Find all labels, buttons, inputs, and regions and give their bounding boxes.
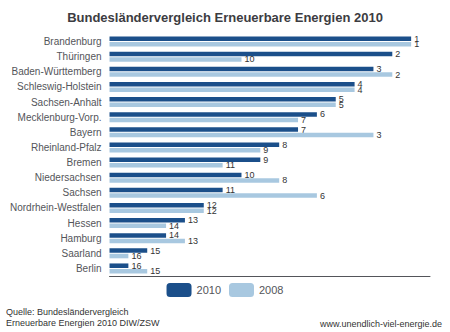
- svg-text:Berlin: Berlin: [76, 263, 102, 274]
- svg-text:Bremen: Bremen: [67, 157, 102, 168]
- svg-text:14: 14: [169, 221, 179, 231]
- svg-text:Thüringen: Thüringen: [56, 51, 101, 62]
- svg-text:14: 14: [169, 230, 180, 241]
- svg-text:Baden-Württemberg: Baden-Württemberg: [11, 66, 101, 77]
- svg-text:Bayern: Bayern: [70, 127, 102, 138]
- svg-text:15: 15: [150, 266, 160, 276]
- svg-text:Hamburg: Hamburg: [60, 233, 101, 244]
- svg-text:2010: 2010: [197, 284, 221, 296]
- svg-text:2: 2: [395, 70, 400, 80]
- svg-text:4: 4: [358, 85, 363, 95]
- svg-text:16: 16: [131, 251, 141, 261]
- svg-text:Nordrhein-Westfalen: Nordrhein-Westfalen: [10, 202, 102, 213]
- svg-text:7: 7: [301, 115, 306, 125]
- svg-text:8: 8: [282, 140, 287, 150]
- svg-text:Mecklenburg-Vorp.: Mecklenburg-Vorp.: [18, 112, 102, 123]
- svg-text:Schleswig-Holstein: Schleswig-Holstein: [17, 81, 101, 92]
- svg-text:Hessen: Hessen: [68, 218, 102, 229]
- svg-text:8: 8: [282, 175, 287, 185]
- svg-text:Saarland: Saarland: [61, 248, 101, 259]
- svg-text:7: 7: [301, 124, 307, 135]
- svg-text:3: 3: [376, 130, 381, 140]
- svg-text:10: 10: [244, 54, 254, 64]
- svg-text:Bundesländervergleich Erneuerb: Bundesländervergleich Erneuerbare Energi…: [67, 10, 383, 25]
- svg-text:9: 9: [263, 155, 268, 165]
- svg-text:10: 10: [244, 170, 255, 180]
- svg-text:Rheinland-Pfalz: Rheinland-Pfalz: [31, 142, 102, 153]
- svg-text:6: 6: [320, 109, 325, 119]
- svg-text:Niedersachsen: Niedersachsen: [35, 172, 102, 183]
- svg-text:2008: 2008: [259, 284, 283, 296]
- svg-text:Sachsen-Anhalt: Sachsen-Anhalt: [31, 97, 102, 108]
- svg-text:Erneuerbare Energien 2010 DIW/: Erneuerbare Energien 2010 DIW/ZSW: [6, 318, 160, 328]
- svg-text:3: 3: [376, 64, 382, 75]
- svg-text:5: 5: [339, 100, 344, 110]
- svg-text:2: 2: [395, 49, 400, 59]
- svg-text:13: 13: [188, 236, 198, 246]
- svg-text:12: 12: [207, 206, 217, 216]
- svg-text:6: 6: [320, 191, 325, 201]
- svg-text:11: 11: [226, 160, 235, 170]
- svg-text:16: 16: [131, 260, 142, 271]
- svg-text:13: 13: [188, 215, 198, 225]
- svg-text:www.unendlich-viel-energie.de: www.unendlich-viel-energie.de: [319, 319, 442, 329]
- svg-text:15: 15: [150, 246, 160, 256]
- svg-text:9: 9: [263, 145, 268, 155]
- svg-text:11: 11: [225, 185, 235, 196]
- svg-text:Brandenburg: Brandenburg: [44, 36, 102, 47]
- svg-text:1: 1: [414, 39, 419, 49]
- svg-text:Sachsen: Sachsen: [63, 187, 102, 198]
- svg-text:Quelle: Bundesländervergleich: Quelle: Bundesländervergleich: [6, 307, 129, 317]
